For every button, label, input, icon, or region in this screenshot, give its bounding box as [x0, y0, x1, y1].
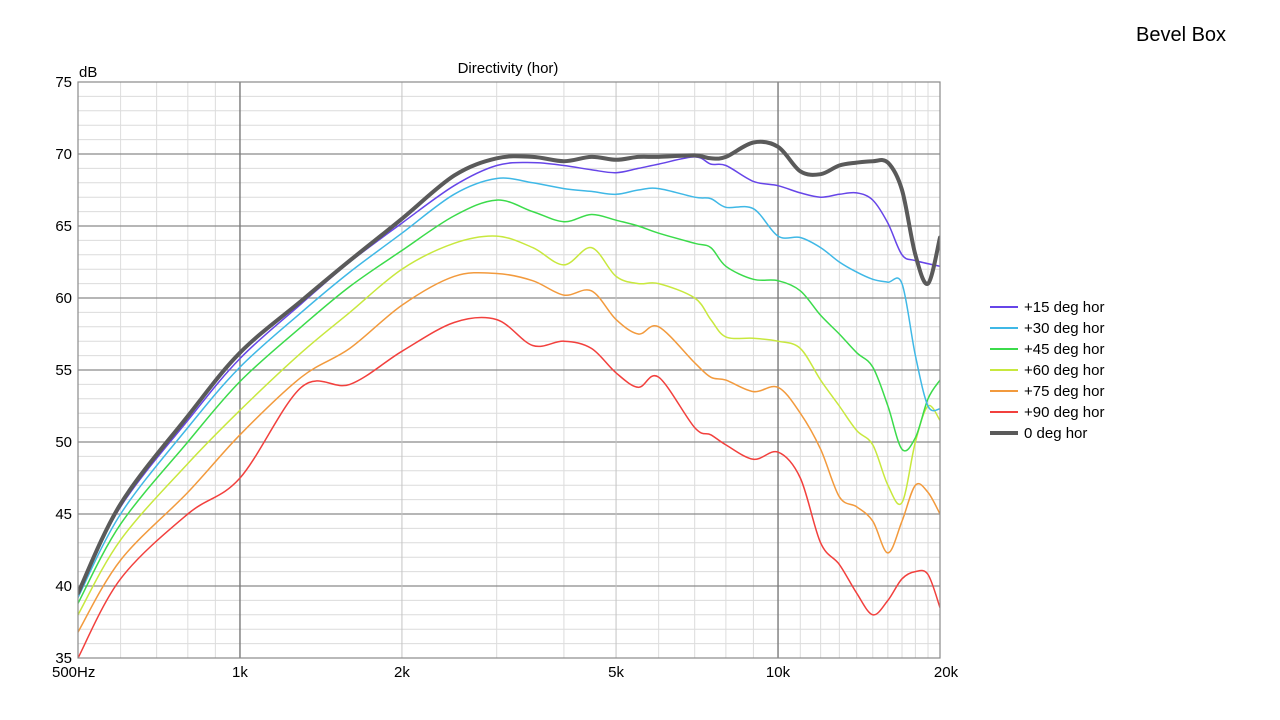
- x-tick-label: 2k: [394, 664, 410, 681]
- y-tick-label: 75: [55, 74, 72, 91]
- corner-label: Bevel Box: [1136, 24, 1227, 46]
- y-tick-label: 35: [55, 650, 72, 667]
- series-line-60-deg-hor: [78, 235, 940, 616]
- x-tick-label: 1k: [232, 664, 248, 681]
- y-axis-unit-label: dB: [79, 64, 97, 81]
- series-line-30-deg-hor: [78, 177, 940, 599]
- legend-item: 0 deg hor: [990, 425, 1087, 442]
- y-tick-label: 60: [55, 290, 72, 307]
- legend-item: +75 deg hor: [990, 383, 1105, 400]
- y-tick-label: 55: [55, 362, 72, 379]
- legend-item: +45 deg hor: [990, 341, 1105, 358]
- y-tick-label: 45: [55, 506, 72, 523]
- legend-label: +30 deg hor: [1024, 320, 1105, 337]
- y-tick-label: 65: [55, 218, 72, 235]
- series-lines: [78, 139, 940, 658]
- legend-item: +60 deg hor: [990, 362, 1105, 379]
- series-line-45-deg-hor: [78, 199, 940, 605]
- legend-item: +30 deg hor: [990, 320, 1105, 337]
- legend-item: +15 deg hor: [990, 299, 1105, 316]
- series-line-0-deg-hor: [78, 139, 940, 596]
- minor-gridlines: [78, 82, 940, 658]
- major-gridlines: [78, 82, 940, 658]
- legend-label: +60 deg hor: [1024, 362, 1105, 379]
- axis-labels: 35 40 45 50 55 60 65 70 75 500Hz 1k 2k 5k 10k 20k: [52, 74, 959, 681]
- x-tick-label: 500Hz: [52, 664, 95, 681]
- legend-label: 0 deg hor: [1024, 425, 1087, 442]
- plot-border: [77, 81, 941, 659]
- x-tick-label: 20k: [934, 664, 959, 681]
- legend: +15 deg hor +30 deg hor +45 deg hor +60 deg…: [990, 299, 1105, 442]
- legend-label: +75 deg hor: [1024, 383, 1105, 400]
- plot-frame: [77, 81, 941, 659]
- series-line-90-deg-hor: [78, 316, 940, 658]
- y-tick-label: 40: [55, 578, 72, 595]
- y-tick-label: 70: [55, 146, 72, 163]
- legend-item: +90 deg hor: [990, 404, 1105, 421]
- series-line-75-deg-hor: [78, 271, 940, 633]
- chart-title: Directivity (hor): [458, 60, 559, 77]
- legend-label: +90 deg hor: [1024, 404, 1105, 421]
- legend-label: +15 deg hor: [1024, 299, 1105, 316]
- series-line-15-deg-hor: [78, 156, 940, 594]
- y-tick-label: 50: [55, 434, 72, 451]
- x-tick-label: 10k: [766, 664, 791, 681]
- x-tick-label: 5k: [608, 664, 624, 681]
- legend-label: +45 deg hor: [1024, 341, 1105, 358]
